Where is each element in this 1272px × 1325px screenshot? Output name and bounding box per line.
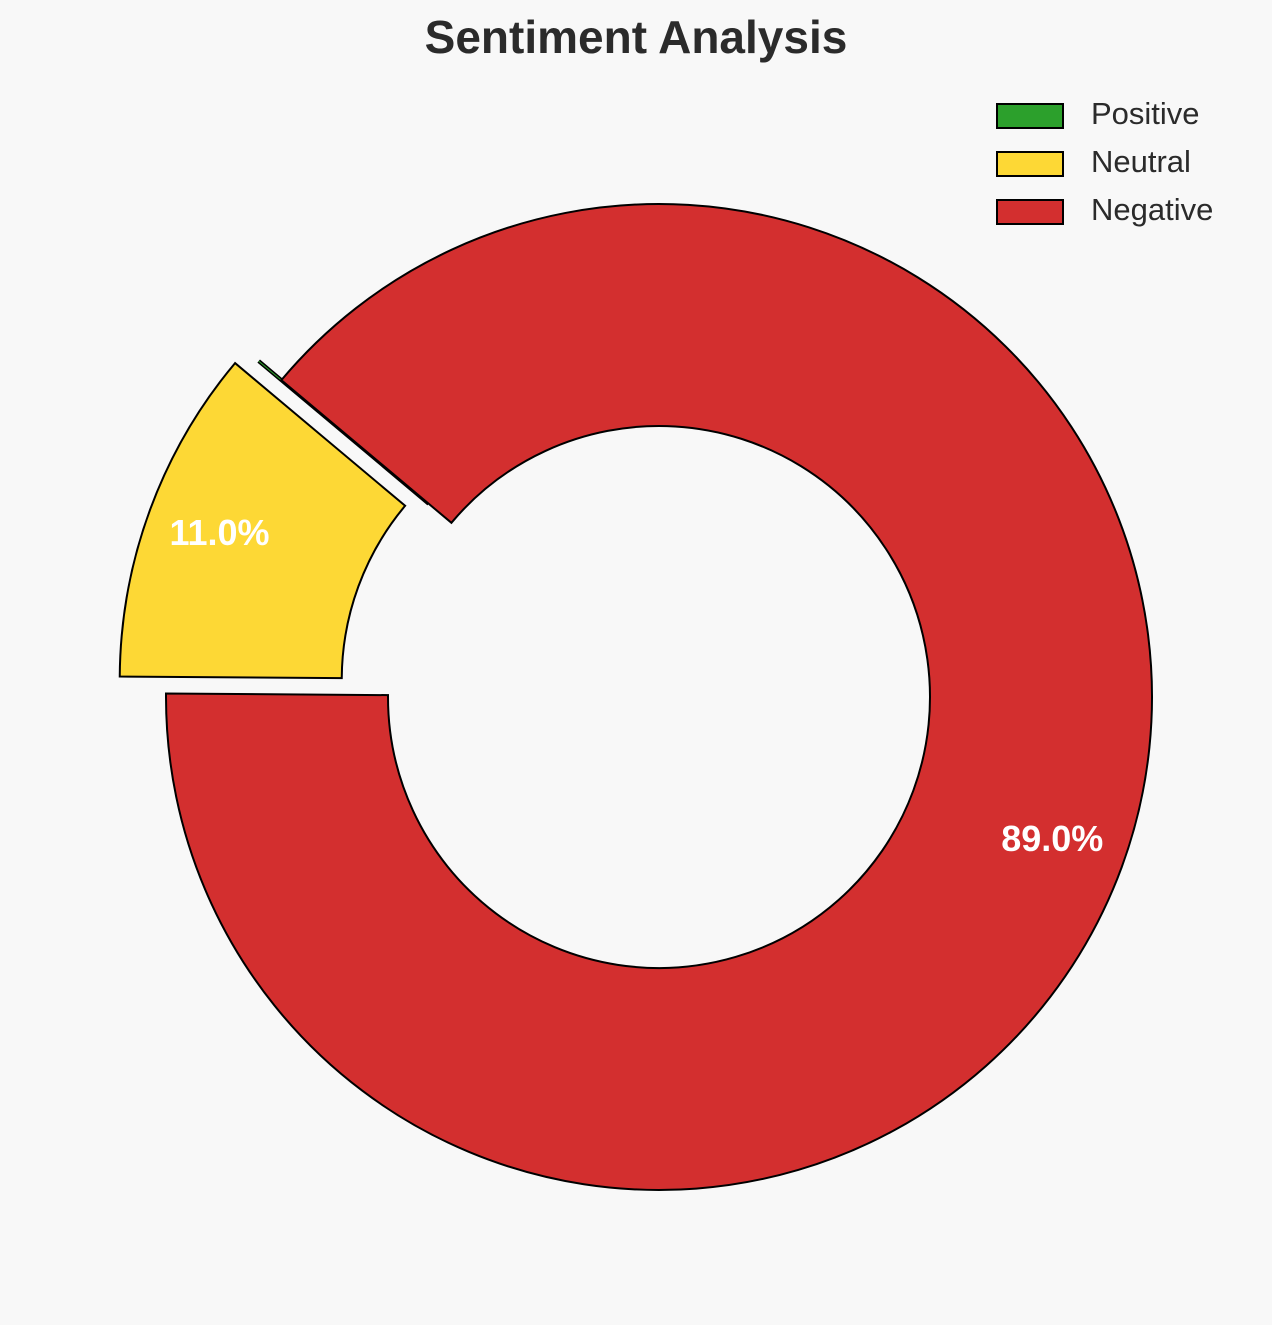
legend-swatch (996, 151, 1064, 177)
value-label: 11.0% (169, 512, 269, 553)
legend-swatch (996, 199, 1064, 225)
chart-title: Sentiment Analysis (425, 11, 848, 63)
legend-swatch (996, 103, 1064, 129)
value-label: 89.0% (1001, 818, 1103, 859)
legend-label: Negative (1091, 192, 1213, 227)
donut-slice (118, 361, 407, 680)
legend-label: Positive (1091, 96, 1200, 131)
donut-slice (165, 203, 1153, 1191)
legend-label: Neutral (1091, 144, 1191, 179)
